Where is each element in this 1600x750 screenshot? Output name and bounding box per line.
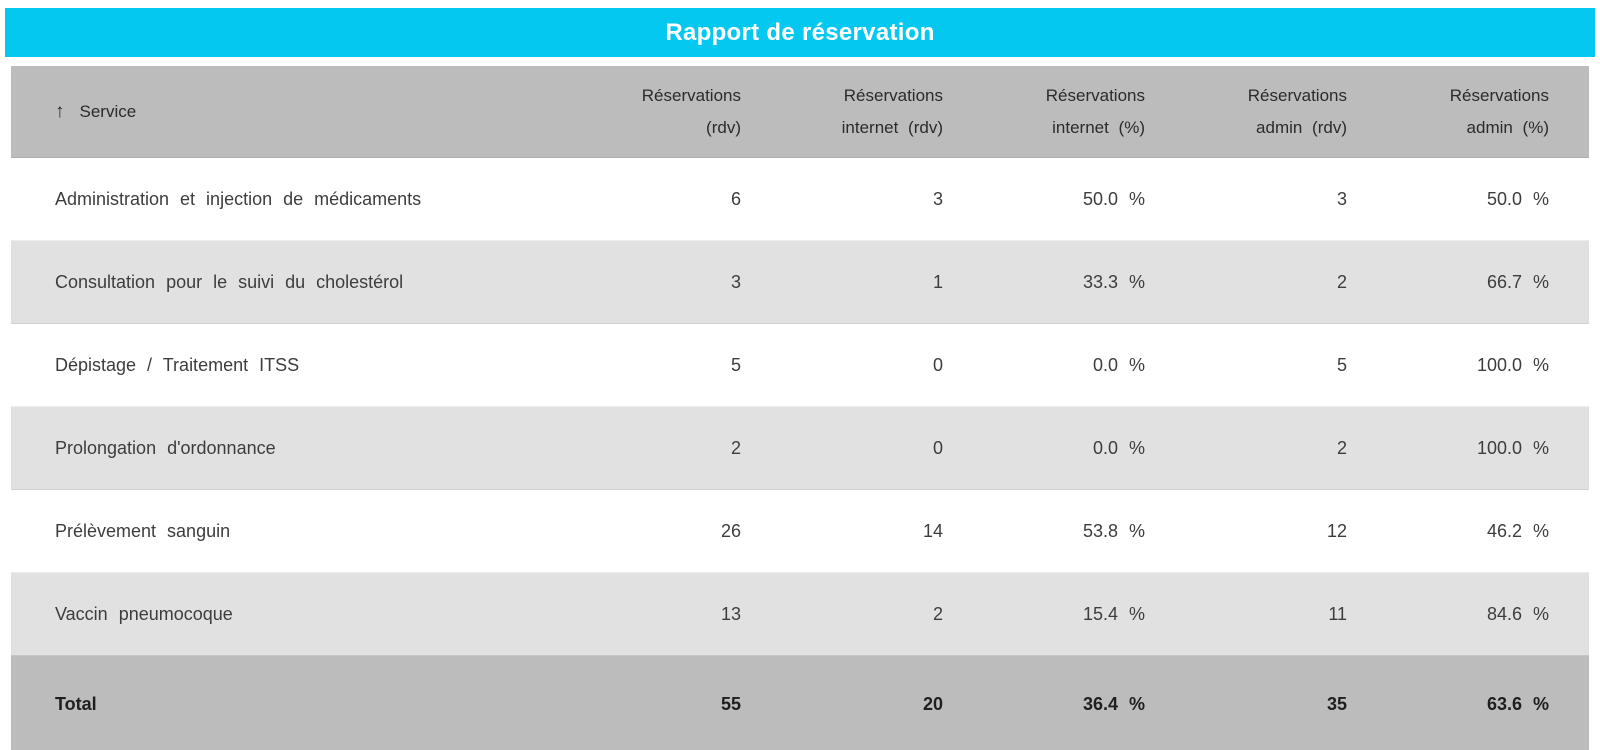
column-header-line2: admin (rdv) (1256, 117, 1347, 137)
service-name: Dépistage / Traitement ITSS (55, 354, 300, 375)
column-header-line1: Réservations (641, 85, 741, 105)
internet-pct-value: 50.0 % (1082, 188, 1145, 209)
service-name: Prolongation d'ordonnance (55, 437, 276, 458)
column-header-reservations-admin-pct[interactable]: Réservations admin (%) (1387, 66, 1589, 158)
column-header-reservations-admin-rdv[interactable]: Réservations admin (rdv) (1185, 66, 1387, 158)
column-header-line2: internet (rdv) (841, 117, 943, 137)
report-title-bar: Rapport de réservation (5, 8, 1595, 57)
reservations-rdv-value: 26 (720, 520, 741, 541)
internet-rdv-value: 1 (932, 271, 943, 292)
admin-pct-value: 100.0 % (1476, 354, 1549, 375)
total-internet-pct: 36.4 % (1082, 694, 1145, 714)
admin-pct-value: 50.0 % (1486, 188, 1549, 209)
internet-rdv-value: 3 (932, 188, 943, 209)
column-header-line2: admin (%) (1466, 117, 1549, 137)
reservation-report-table: ↑ Service Réservations (rdv) Réservations… (11, 66, 1589, 750)
column-header-service-label: Service (79, 101, 137, 121)
admin-pct-value: 66.7 % (1486, 271, 1549, 292)
admin-pct-value: 46.2 % (1486, 520, 1549, 541)
internet-pct-value: 15.4 % (1082, 603, 1145, 624)
reservations-rdv-value: 2 (730, 437, 741, 458)
total-admin-rdv: 35 (1326, 694, 1347, 714)
total-reservations-rdv: 55 (720, 694, 741, 714)
admin-pct-value: 100.0 % (1476, 437, 1549, 458)
internet-pct-value: 0.0 % (1092, 354, 1145, 375)
table-row: Prolongation d'ordonnance 2 0 0.0 % 2 10… (11, 406, 1589, 490)
internet-rdv-value: 14 (922, 520, 943, 541)
column-header-line2: (rdv) (706, 117, 741, 137)
service-name: Vaccin pneumocoque (55, 603, 233, 624)
table-row: Dépistage / Traitement ITSS 5 0 0.0 % 5 … (11, 323, 1589, 407)
sort-ascending-icon: ↑ (55, 100, 65, 122)
column-header-line1: Réservations (1247, 85, 1347, 105)
admin-rdv-value: 11 (1328, 603, 1347, 624)
table-row: Prélèvement sanguin 26 14 53.8 % 12 46.2… (11, 489, 1589, 573)
service-name: Administration et injection de médicamen… (55, 188, 422, 209)
column-header-line1: Réservations (843, 85, 943, 105)
column-header-line2: internet (%) (1052, 117, 1145, 137)
table-row: Vaccin pneumocoque 13 2 15.4 % 11 84.6 % (11, 572, 1589, 656)
column-header-line1: Réservations (1045, 85, 1145, 105)
table-total-row: Total 55 20 36.4 % 35 63.6 % (11, 655, 1589, 750)
reservations-rdv-value: 5 (730, 354, 741, 375)
column-header-reservations-rdv[interactable]: Réservations (rdv) (579, 66, 781, 158)
admin-rdv-value: 3 (1336, 188, 1347, 209)
admin-rdv-value: 2 (1336, 437, 1347, 458)
page-title: Rapport de réservation (665, 18, 935, 46)
column-header-reservations-internet-pct[interactable]: Réservations internet (%) (983, 66, 1185, 158)
admin-pct-value: 84.6 % (1486, 603, 1549, 624)
table-row: Consultation pour le suivi du cholestéro… (11, 240, 1589, 324)
column-header-reservations-internet-rdv[interactable]: Réservations internet (rdv) (781, 66, 983, 158)
table-row: Administration et injection de médicamen… (11, 157, 1589, 241)
service-name: Consultation pour le suivi du cholestéro… (55, 271, 404, 292)
internet-pct-value: 33.3 % (1082, 271, 1145, 292)
table-header-row: ↑ Service Réservations (rdv) Réservations… (11, 66, 1589, 158)
internet-rdv-value: 0 (932, 437, 943, 458)
reservations-rdv-value: 13 (720, 603, 741, 624)
admin-rdv-value: 2 (1336, 271, 1347, 292)
admin-rdv-value: 12 (1326, 520, 1347, 541)
column-header-line1: Réservations (1449, 85, 1549, 105)
service-name: Prélèvement sanguin (55, 520, 231, 541)
reservations-rdv-value: 6 (730, 188, 741, 209)
reservations-rdv-value: 3 (730, 271, 741, 292)
internet-rdv-value: 0 (932, 354, 943, 375)
internet-pct-value: 0.0 % (1092, 437, 1145, 458)
total-label: Total (55, 694, 97, 714)
internet-pct-value: 53.8 % (1082, 520, 1145, 541)
total-admin-pct: 63.6 % (1486, 694, 1549, 714)
column-header-service[interactable]: ↑ Service (11, 66, 579, 158)
internet-rdv-value: 2 (932, 603, 943, 624)
admin-rdv-value: 5 (1336, 354, 1347, 375)
total-internet-rdv: 20 (922, 694, 943, 714)
